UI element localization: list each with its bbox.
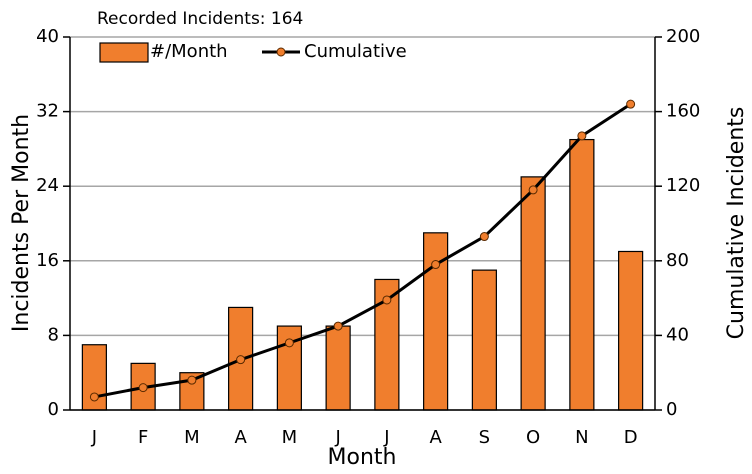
line-marker xyxy=(236,355,246,365)
x-tick-label: A xyxy=(234,427,247,448)
x-axis-label: Month xyxy=(328,445,397,470)
line-marker xyxy=(479,232,489,242)
y-tick-label: 0 xyxy=(48,399,59,420)
x-tick-label: A xyxy=(429,427,442,448)
y-tick-label: 40 xyxy=(36,26,59,47)
bar xyxy=(618,250,644,411)
line-marker xyxy=(89,392,99,402)
y-tick-label: 8 xyxy=(48,324,59,345)
bar xyxy=(471,269,497,411)
legend-marker xyxy=(276,47,286,57)
y2-tick-label: 200 xyxy=(666,26,700,47)
line-marker xyxy=(528,185,538,195)
x-tick-label: J xyxy=(334,427,340,448)
x-tick-label: M xyxy=(184,427,200,448)
x-tick-label: J xyxy=(383,427,389,448)
x-tick-label: F xyxy=(138,427,148,448)
bar xyxy=(520,176,546,411)
x-tick-label: O xyxy=(526,427,540,448)
line-marker xyxy=(577,131,587,141)
x-tick-label: N xyxy=(575,427,588,448)
y2-tick-label: 0 xyxy=(666,399,677,420)
line-marker xyxy=(382,295,392,305)
bar xyxy=(179,372,205,411)
x-tick-label: M xyxy=(282,427,298,448)
y-tick-label: 16 xyxy=(36,250,59,271)
x-tick-label: J xyxy=(91,427,97,448)
x-tick-label: S xyxy=(479,427,490,448)
y2-tick-label: 80 xyxy=(666,250,689,271)
line-marker xyxy=(431,260,441,270)
line-marker xyxy=(187,375,197,385)
line-marker xyxy=(333,321,343,331)
y2-axis-label: Cumulative Incidents xyxy=(724,107,749,340)
bar xyxy=(569,138,595,411)
y-tick-label: 32 xyxy=(36,101,59,122)
line xyxy=(94,102,632,399)
line-marker xyxy=(138,383,148,393)
legend-swatch xyxy=(99,42,149,63)
line-marker xyxy=(284,338,294,348)
y2-tick-label: 120 xyxy=(666,175,700,196)
legend-label: #/Month xyxy=(150,41,228,62)
bar xyxy=(325,325,351,411)
x-tick-label: D xyxy=(624,427,638,448)
legend-label: Cumulative xyxy=(304,41,407,62)
y2-tick-label: 40 xyxy=(666,324,689,345)
y2-tick-label: 160 xyxy=(666,101,700,122)
y-axis-label: Incidents Per Month xyxy=(9,114,34,332)
line-marker xyxy=(626,99,636,109)
y-tick-label: 24 xyxy=(36,175,59,196)
chart-title: Recorded Incidents: 164 xyxy=(97,9,303,29)
